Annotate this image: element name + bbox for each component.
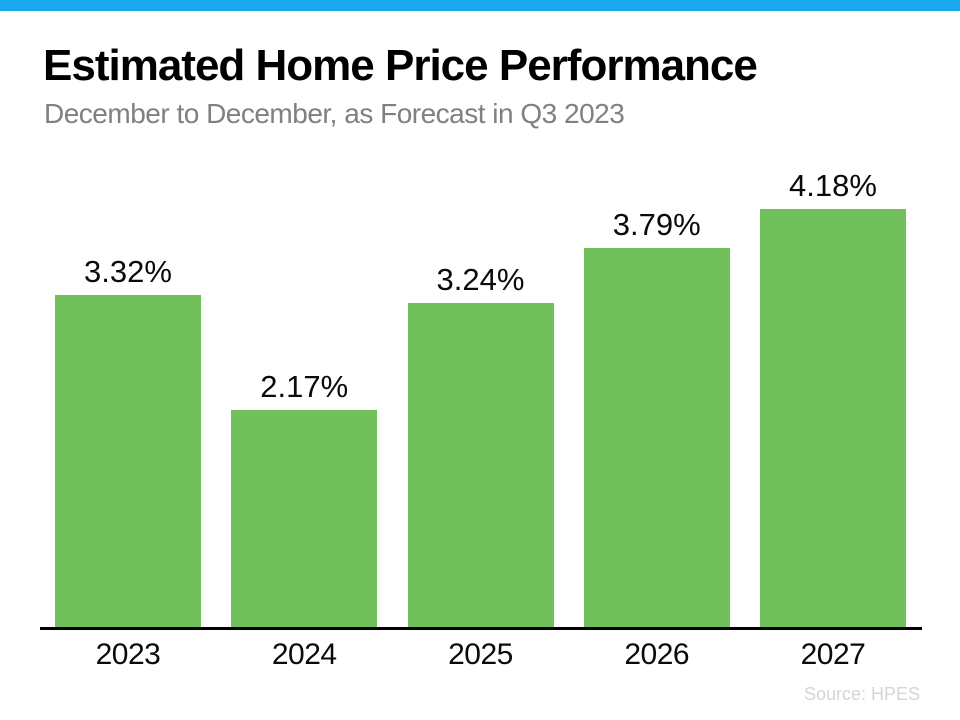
bar-2023 bbox=[55, 295, 201, 628]
x-tick-2024: 2024 bbox=[271, 638, 337, 671]
bar-2027 bbox=[760, 209, 906, 628]
x-tick-2026: 2026 bbox=[624, 638, 690, 671]
source-credit: Source: HPES bbox=[803, 684, 920, 704]
bar-2026 bbox=[583, 248, 730, 628]
bar-2024 bbox=[231, 410, 378, 628]
chart-subtitle: December to December, as Forecast in Q3 … bbox=[44, 98, 625, 129]
value-label-2025: 3.24% bbox=[436, 262, 525, 297]
top-accent-bar bbox=[0, 0, 960, 11]
value-label-2023: 3.32% bbox=[84, 254, 172, 289]
value-label-2027: 4.18% bbox=[789, 168, 877, 203]
value-label-2026: 3.79% bbox=[612, 207, 701, 242]
bar-2025 bbox=[407, 303, 554, 628]
x-tick-2025: 2025 bbox=[448, 638, 513, 671]
value-label-2024: 2.17% bbox=[260, 369, 349, 404]
x-tick-2023: 2023 bbox=[95, 638, 161, 671]
x-axis-line bbox=[40, 627, 922, 630]
chart-title: Estimated Home Price Performance bbox=[43, 41, 758, 90]
x-tick-2027: 2027 bbox=[800, 638, 866, 671]
